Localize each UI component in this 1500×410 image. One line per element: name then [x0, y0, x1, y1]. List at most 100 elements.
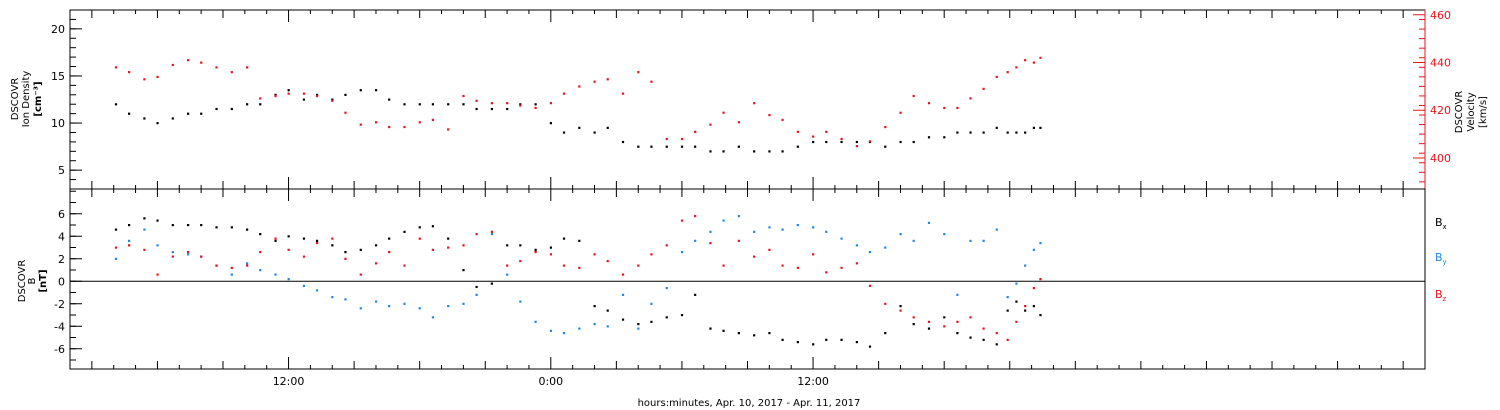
velocity-point — [722, 111, 725, 114]
density-point — [899, 140, 902, 144]
bz-point — [490, 230, 493, 233]
by-point — [274, 273, 277, 276]
by-point — [344, 298, 347, 301]
velocity-point — [519, 104, 522, 107]
density-point — [812, 140, 815, 144]
velocity-point — [259, 97, 262, 100]
velocity-point — [230, 71, 233, 74]
bz-point — [418, 237, 421, 240]
bx-point — [215, 226, 218, 229]
density-point — [462, 103, 465, 106]
bz-point — [606, 260, 609, 263]
velocity-point — [899, 111, 902, 114]
velocity-point — [187, 59, 190, 62]
by-point — [374, 300, 378, 303]
bz-point — [768, 248, 771, 251]
bx-point — [418, 226, 421, 229]
density-point — [359, 89, 362, 92]
by-point — [403, 302, 406, 305]
by-point — [359, 307, 362, 310]
bz-point — [187, 251, 190, 254]
bz-point — [506, 264, 509, 267]
density-point — [927, 136, 931, 139]
plasma-panel: 20 15 10 5 460 440 420 400 — [51, 9, 1451, 190]
velocity-tick-label: 440 — [1430, 57, 1451, 70]
time-tick-label: 0:00 — [538, 375, 563, 388]
velocity-point — [215, 66, 218, 69]
by-point — [534, 320, 537, 323]
by-point — [855, 244, 858, 247]
bx-point — [606, 309, 609, 312]
bz-point — [562, 264, 566, 267]
bz-point — [359, 273, 362, 276]
density-point — [982, 131, 985, 134]
velocity-tick-label: 400 — [1430, 152, 1451, 165]
bz-point — [650, 253, 653, 256]
by-point — [969, 239, 972, 242]
by-point — [128, 239, 131, 242]
bz-point — [302, 255, 306, 258]
density-point — [578, 126, 581, 129]
velocity-point — [431, 118, 434, 121]
velocity-point — [128, 71, 131, 74]
bz-point — [287, 248, 290, 251]
density-point — [388, 98, 391, 101]
density-point — [722, 150, 725, 153]
bz-point — [943, 325, 946, 328]
by-point — [1039, 242, 1042, 245]
bx-point — [388, 237, 391, 240]
density-point — [825, 140, 828, 144]
bz-point — [246, 264, 249, 267]
by-point — [562, 332, 566, 335]
bz-point — [840, 266, 843, 269]
density-point — [969, 131, 972, 134]
bx-point — [621, 318, 625, 321]
bz-point — [315, 242, 319, 245]
by-point — [315, 289, 319, 292]
velocity-point — [1006, 71, 1009, 74]
velocity-point — [927, 102, 931, 105]
velocity-point — [812, 135, 815, 138]
bx-point — [665, 316, 668, 319]
density-point — [490, 107, 493, 111]
velocity-point — [447, 128, 450, 131]
velocity-point — [359, 123, 362, 126]
bx-point — [230, 226, 233, 229]
by-point — [287, 278, 290, 281]
by-point — [475, 293, 478, 296]
density-point — [995, 126, 998, 129]
bz-point — [447, 246, 450, 249]
bx-point — [447, 237, 450, 240]
bfield-tick-label: -6 — [54, 343, 65, 356]
velocity-point — [737, 121, 740, 124]
bz-point — [796, 266, 799, 269]
velocity-point — [562, 92, 566, 95]
bx-point — [899, 305, 902, 308]
bfield-ylabel-line1: DSCOVR — [17, 260, 28, 303]
by-point — [1024, 264, 1027, 267]
bz-point — [374, 262, 378, 265]
density-point — [650, 145, 653, 148]
bx-point — [534, 248, 537, 251]
bz-series — [114, 215, 1042, 341]
velocity-point — [884, 125, 887, 129]
velocity-point — [943, 106, 946, 110]
velocity-point — [506, 102, 509, 105]
bz-point — [462, 244, 465, 247]
velocity-point — [969, 97, 972, 100]
bz-point — [665, 244, 668, 247]
velocity-point — [315, 94, 319, 98]
density-series — [114, 89, 1042, 153]
by-point — [665, 287, 668, 290]
velocity-series — [114, 56, 1042, 148]
bx-point — [796, 341, 799, 344]
velocity-point — [855, 145, 858, 148]
bz-point — [781, 264, 784, 267]
bx-point — [344, 251, 347, 254]
bx-point — [781, 338, 784, 341]
bx-point — [114, 228, 118, 231]
bx-point — [315, 239, 319, 242]
density-point — [274, 93, 277, 96]
by-point — [812, 226, 815, 229]
